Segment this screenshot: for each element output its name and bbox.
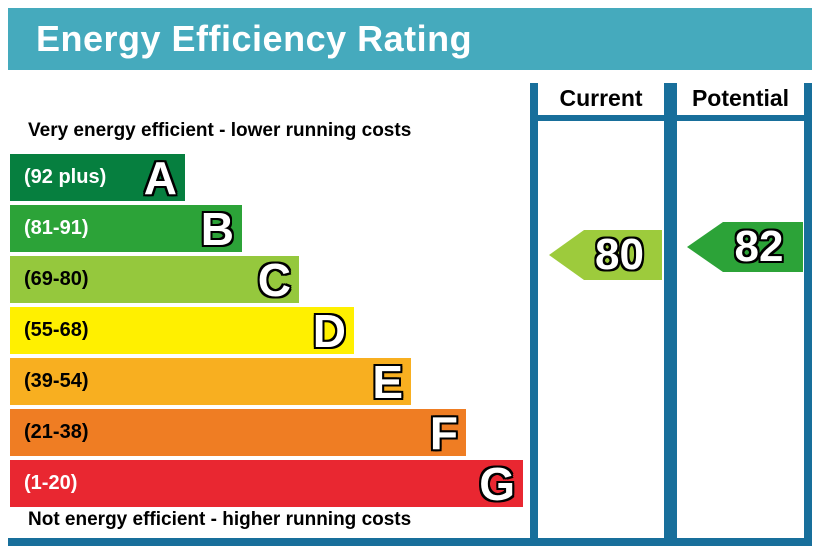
band-b-letter: B — [200, 202, 234, 255]
potential-column-right-border — [804, 83, 812, 538]
band-b-range-label: (81-91) — [24, 217, 89, 239]
current-column-left-border — [530, 83, 538, 538]
band-a: (92 plus) A — [10, 154, 185, 201]
potential-header-underline — [677, 115, 804, 121]
band-f: (21-38) F — [10, 409, 466, 456]
band-e: (39-54) E — [10, 358, 411, 405]
bottom-border-bar — [8, 538, 812, 546]
band-c-letter: C — [257, 253, 291, 306]
column-divider-border — [664, 83, 677, 538]
title-bar: Energy Efficiency Rating — [8, 8, 812, 70]
band-a-range-label: (92 plus) — [24, 166, 107, 188]
band-e-range-label: (39-54) — [24, 370, 89, 392]
current-header-underline — [538, 115, 664, 121]
band-c-range-label: (69-80) — [24, 268, 89, 290]
band-d-range-label: (55-68) — [24, 319, 89, 341]
band-g: (1-20) G — [10, 460, 523, 507]
band-f-range-label: (21-38) — [24, 421, 89, 443]
rating-bands: (92 plus) A (81-91) B (69-80) C (55-68) … — [10, 154, 523, 511]
potential-column-header: Potential — [691, 85, 790, 111]
band-b: (81-91) B — [10, 205, 242, 252]
top-axis-label: Very energy efficient - lower running co… — [28, 120, 412, 141]
band-a-letter: A — [143, 151, 177, 204]
page-title: Energy Efficiency Rating — [36, 18, 473, 59]
current-column-header: Current — [559, 85, 643, 111]
band-e-letter: E — [372, 355, 403, 408]
bottom-axis-label: Not energy efficient - higher running co… — [28, 509, 412, 530]
potential-rating-arrow: 82 — [687, 222, 803, 272]
band-d: (55-68) D — [10, 307, 354, 354]
band-c: (69-80) C — [10, 256, 299, 303]
potential-rating-value: 82 — [734, 222, 784, 271]
current-rating-value: 80 — [595, 230, 644, 279]
band-d-letter: D — [312, 304, 346, 357]
current-rating-arrow: 80 — [549, 230, 662, 280]
band-g-letter: G — [479, 457, 515, 510]
band-f-letter: F — [429, 406, 458, 459]
band-g-range-label: (1-20) — [24, 472, 78, 494]
